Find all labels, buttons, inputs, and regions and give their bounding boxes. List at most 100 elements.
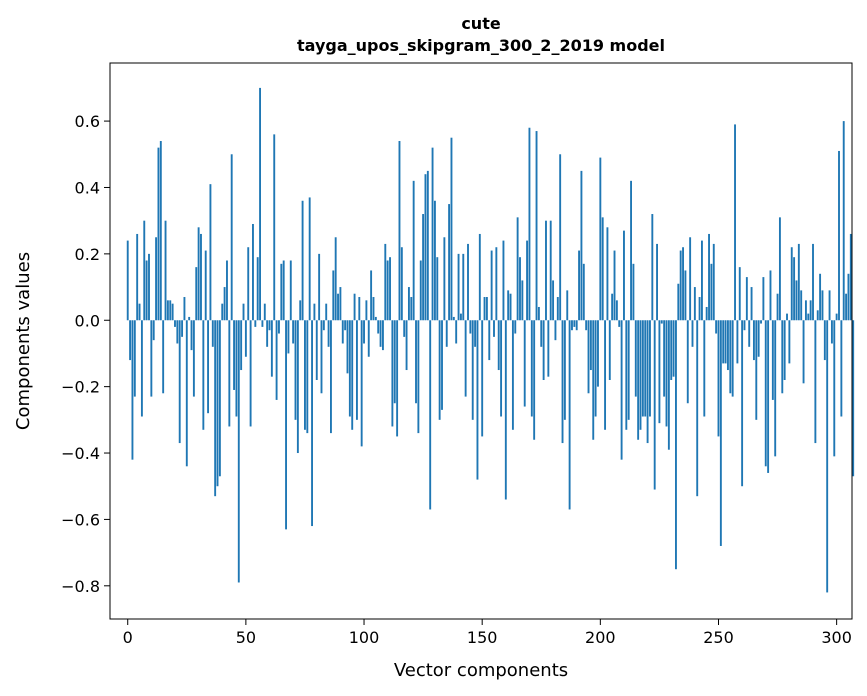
bar-component-9 <box>148 253 150 321</box>
bar-component-138 <box>452 316 455 321</box>
bar-component-49 <box>242 303 245 321</box>
bar-component-98 <box>358 297 361 321</box>
bar-component-178 <box>547 320 550 377</box>
bar-component-1 <box>129 320 132 361</box>
bar-component-16 <box>164 220 167 321</box>
bar-component-187 <box>568 320 571 510</box>
bar-component-116 <box>400 247 403 321</box>
bar-component-66 <box>282 260 285 321</box>
bar-component-223 <box>653 320 656 490</box>
bar-component-176 <box>542 320 545 380</box>
bar-component-31 <box>200 233 202 321</box>
bar-component-130 <box>433 200 436 321</box>
bar-component-252 <box>722 320 725 364</box>
bar-component-164 <box>514 320 517 334</box>
bar-component-76 <box>306 320 309 434</box>
bar-component-106 <box>377 320 380 334</box>
bar-component-103 <box>370 270 373 321</box>
bar-component-123 <box>417 320 420 434</box>
bar-component-118 <box>405 320 408 371</box>
bar-component-188 <box>571 320 573 331</box>
bar-component-219 <box>644 320 647 417</box>
bar-component-117 <box>403 320 406 337</box>
bar-component-143 <box>464 320 467 397</box>
bar-component-84 <box>325 303 328 321</box>
x-tick-label: 150 <box>467 628 498 647</box>
bar-component-289 <box>809 300 812 321</box>
bar-component-210 <box>623 230 625 321</box>
bar-component-35 <box>209 184 212 321</box>
bar-component-43 <box>228 320 231 427</box>
y-axis-ticks: −0.8 −0.6 −0.4 −0.2 0.0 0.2 0.4 0.6 <box>61 112 110 596</box>
bar-component-253 <box>724 320 727 364</box>
bar-component-134 <box>443 237 446 321</box>
bar-component-217 <box>639 320 642 430</box>
chart-title: cute <box>461 14 501 33</box>
bar-component-247 <box>710 263 713 321</box>
bar-component-111 <box>389 257 391 321</box>
bar-component-126 <box>424 174 427 321</box>
bar-component-73 <box>299 300 302 321</box>
bar-component-144 <box>467 243 469 321</box>
bar-component-202 <box>604 320 607 430</box>
bar-component-137 <box>450 137 453 321</box>
y-axis-label: Components values <box>13 252 34 430</box>
bar-component-264 <box>750 287 753 321</box>
bar-component-135 <box>445 320 448 347</box>
bar-component-79 <box>313 303 316 321</box>
bar-component-36 <box>211 320 214 347</box>
bar-component-62 <box>273 134 276 321</box>
bar-component-160 <box>504 320 507 500</box>
bar-component-222 <box>651 214 654 321</box>
bar-component-225 <box>658 320 661 424</box>
bar-component-268 <box>760 320 762 324</box>
bar-component-237 <box>686 320 689 404</box>
bar-component-121 <box>412 180 415 321</box>
bar-component-280 <box>788 320 791 364</box>
bar-component-208 <box>618 320 621 327</box>
x-tick-label: 250 <box>703 628 734 647</box>
bar-component-298 <box>830 320 833 344</box>
bar-component-147 <box>474 320 477 347</box>
bar-component-197 <box>592 320 595 440</box>
bar-component-269 <box>762 277 765 321</box>
bar-component-200 <box>599 157 602 321</box>
bar-component-236 <box>684 270 687 321</box>
bar-component-60 <box>268 320 271 331</box>
bar-component-72 <box>296 320 299 454</box>
bar-component-266 <box>755 320 758 420</box>
bar-component-175 <box>540 320 543 347</box>
bar-component-230 <box>670 320 673 380</box>
bar-component-24 <box>183 297 186 321</box>
bar-component-57 <box>261 320 264 327</box>
bar-component-104 <box>372 297 375 321</box>
bar-component-28 <box>192 320 195 397</box>
bar-component-59 <box>266 320 269 347</box>
bar-component-150 <box>481 320 484 437</box>
bar-component-109 <box>384 243 387 321</box>
bar-component-29 <box>195 267 198 321</box>
bar-component-108 <box>381 320 384 351</box>
bar-component-245 <box>705 306 708 321</box>
bar-component-69 <box>289 260 292 321</box>
bar-component-125 <box>422 214 425 321</box>
y-tick-label: −0.4 <box>61 444 100 463</box>
bar-component-54 <box>254 320 257 327</box>
bar-component-262 <box>745 277 748 321</box>
bar-component-39 <box>218 320 221 477</box>
bar-component-179 <box>549 220 552 321</box>
bar-component-271 <box>767 320 770 473</box>
bar-component-288 <box>807 313 810 321</box>
bar-component-159 <box>502 240 505 321</box>
bar-component-113 <box>393 320 396 404</box>
bar-component-203 <box>606 227 609 321</box>
y-tick-label: −0.6 <box>61 510 100 529</box>
bar-component-68 <box>287 320 290 354</box>
bar-component-41 <box>223 287 226 321</box>
bar-component-282 <box>793 257 796 321</box>
bar-component-251 <box>719 320 722 546</box>
bar-component-249 <box>715 320 718 334</box>
bar-component-17 <box>166 300 169 321</box>
bar-component-276 <box>778 217 781 321</box>
bar-component-265 <box>752 320 755 361</box>
